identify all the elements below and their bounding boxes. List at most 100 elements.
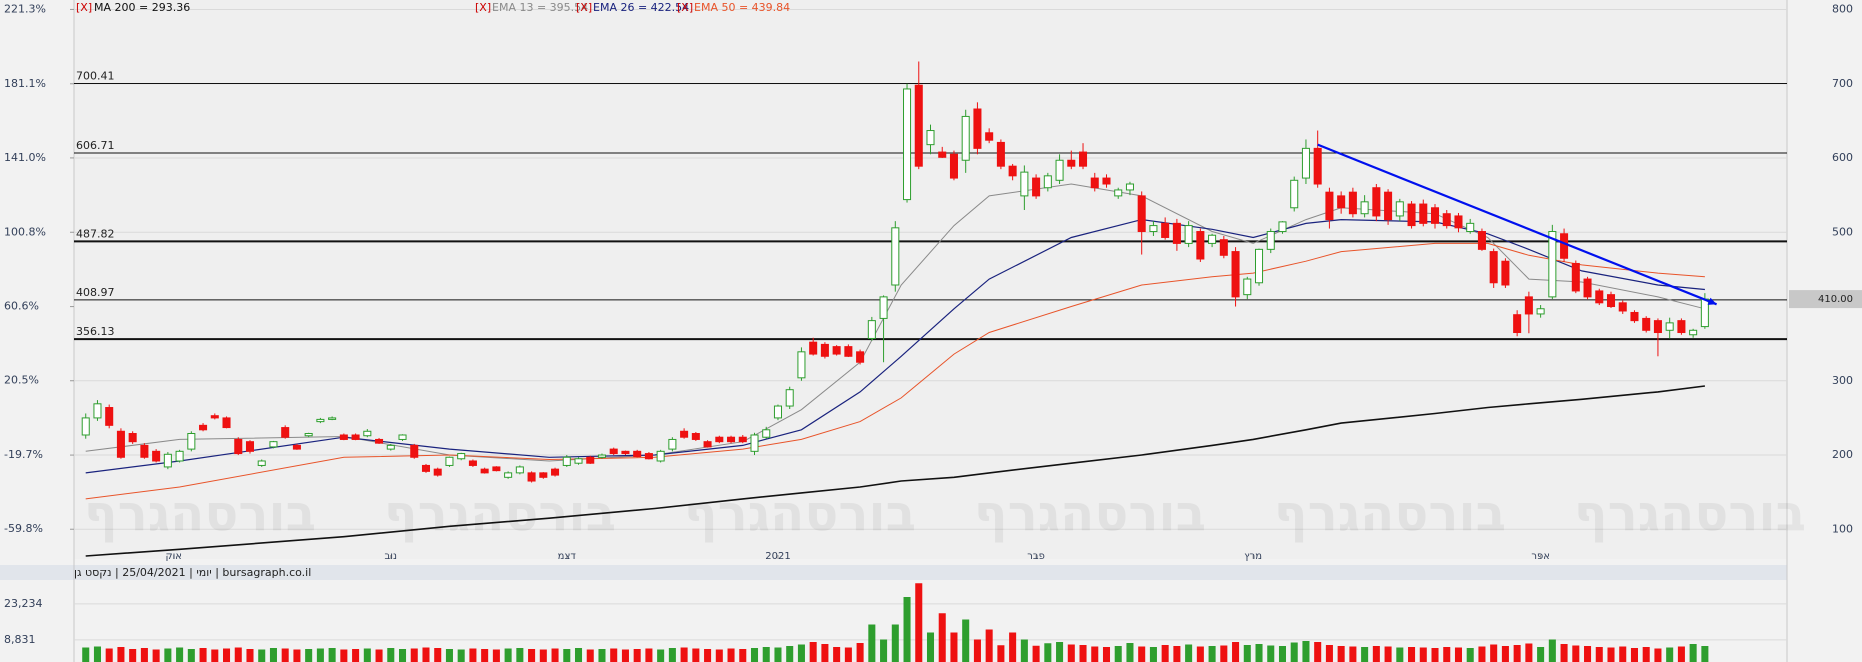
volume-bar (1020, 639, 1028, 662)
candle-body (1360, 201, 1369, 215)
level-label: 356.13 (76, 325, 115, 338)
candle-body (1407, 203, 1416, 227)
legend-entry: EMA 13 = 395.54 (492, 1, 588, 14)
volume-bar (1372, 646, 1380, 662)
y2-tick-label: -19.7% (4, 448, 43, 461)
candle-body (1630, 311, 1639, 322)
candle-body (128, 433, 137, 443)
volume-bar (880, 639, 888, 662)
candle-body (609, 448, 618, 455)
volume-bar (340, 649, 348, 662)
candle-body (480, 468, 489, 474)
volume-bar (199, 648, 207, 662)
candle-body (245, 441, 255, 452)
x-tick-label: אוק (165, 551, 182, 562)
candle-body (832, 346, 841, 355)
volume-bar (1396, 647, 1404, 662)
candle-body (175, 450, 184, 462)
y-tick-label: 600 (1832, 151, 1853, 164)
y2-tick-label: 141.0% (4, 151, 46, 164)
volume-bar (586, 649, 594, 662)
trendline (1317, 143, 1718, 306)
candle-body (1313, 147, 1322, 185)
y-tick-label: 700 (1832, 77, 1853, 90)
candle-body (738, 436, 747, 443)
y2-tick-label: 20.5% (4, 374, 39, 387)
candle-body (93, 403, 102, 419)
volume-bar (211, 649, 219, 662)
volume-bar (422, 647, 430, 662)
candle-body (773, 405, 782, 419)
candle-body (1055, 159, 1064, 181)
legend-entry: EMA 50 = 439.84 (694, 1, 790, 14)
volume-bar (1091, 646, 1099, 662)
x-tick-label: אפר (1531, 551, 1550, 562)
candle-body (1255, 248, 1264, 284)
y-tick-label: 800 (1832, 3, 1853, 16)
volume-bar (1161, 645, 1169, 662)
candle-body (1067, 159, 1076, 167)
candle-body (621, 450, 630, 455)
candle-body (656, 450, 665, 462)
candle-body (1372, 187, 1381, 217)
candle-body (386, 444, 395, 450)
volume-bar (680, 647, 688, 662)
volume-bar (1255, 644, 1263, 662)
volume-bar (985, 629, 993, 662)
legend-close: [X] (475, 1, 491, 14)
x-tick-label: נוב (385, 551, 398, 562)
volume-bar (281, 648, 289, 662)
volume-bar (668, 648, 676, 662)
candle-body (105, 407, 114, 426)
candle-body (1325, 191, 1334, 221)
volume-bar (258, 649, 266, 662)
candle-body (1583, 278, 1592, 298)
volume-bar (129, 649, 137, 662)
volume-bar (1067, 644, 1075, 662)
volume-bar (915, 583, 923, 662)
volume-bar (1302, 641, 1310, 662)
candle-body (949, 153, 958, 179)
candle-body (1454, 215, 1463, 229)
y2-tick-label: -59.8% (4, 522, 43, 535)
candle-body (1208, 234, 1217, 244)
candle-body (879, 296, 888, 319)
candle-body (515, 466, 524, 474)
volume-bar (973, 639, 981, 662)
candle-body (551, 468, 560, 476)
volume-bar (363, 648, 371, 662)
volume-bar (434, 648, 442, 662)
volume-bar (387, 648, 395, 662)
candle-body (1700, 298, 1709, 328)
volume-bar (1044, 643, 1052, 662)
candle-body (375, 438, 384, 444)
volume-bar (316, 648, 324, 662)
candle-body (727, 436, 736, 443)
candle-body (1301, 147, 1310, 179)
volume-bar (1009, 632, 1017, 662)
candle-body (445, 456, 454, 466)
x-tick-label: פבר (1027, 551, 1045, 562)
x-tick-label: 2021 (765, 551, 790, 562)
candle-body (1689, 329, 1698, 336)
candle-body (1114, 189, 1123, 197)
volume-bar (1079, 645, 1087, 662)
x-tick-label: מרץ (1244, 551, 1262, 562)
candle-body (867, 320, 876, 339)
volume-bar (1208, 646, 1216, 662)
volume-bar (1314, 642, 1322, 662)
candle-body (762, 429, 771, 438)
volume-bar (1220, 645, 1228, 662)
legend-close: [X] (677, 1, 693, 14)
candle-body (1560, 233, 1569, 259)
volume-tick-label: 8,831 (4, 633, 36, 646)
candle-body (398, 434, 407, 440)
y-tick-label: 500 (1832, 225, 1853, 238)
volume-bar (1126, 643, 1134, 662)
volume-bar (1443, 647, 1451, 662)
candle-body (152, 450, 161, 462)
volume-bar (762, 647, 770, 662)
candle-body (691, 433, 700, 440)
candle-body (1606, 294, 1616, 308)
y2-tick-label: 100.8% (4, 225, 46, 238)
